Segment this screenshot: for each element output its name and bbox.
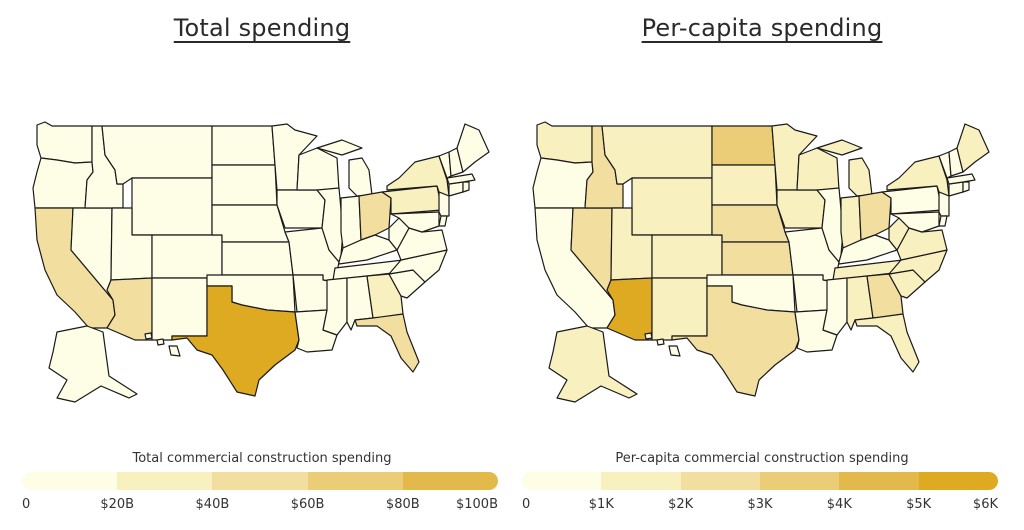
per-capita-legend-title: Per-capita commercial construction spend… [615, 451, 909, 466]
state-ia [776, 189, 826, 229]
state-wy [131, 177, 213, 236]
state-nm [151, 277, 208, 341]
legend-tick-label: $60B [290, 497, 325, 512]
state-ks [721, 241, 794, 276]
state-oh [858, 191, 892, 241]
legend-tick-label: $5K [906, 497, 932, 512]
state-sd [211, 164, 278, 206]
state-fl [354, 313, 420, 373]
legend-bin-0 [522, 472, 602, 490]
state-ia [276, 189, 326, 229]
legend-bin-0 [22, 472, 118, 490]
legend-tick-label: $4K [826, 497, 852, 512]
legend-bin-4 [839, 472, 919, 490]
state-tx [671, 285, 800, 397]
total-legend-bar [22, 472, 498, 490]
state-co [651, 234, 723, 279]
state-wa [536, 121, 593, 164]
total-legend-ticks: 0 $20B $40B $60B $80B $100B [22, 497, 498, 515]
state-ms [322, 277, 348, 336]
state-ny [386, 155, 450, 197]
state-or [532, 157, 594, 209]
state-ak [548, 325, 638, 403]
legend-bin-5 [918, 472, 998, 490]
per-capita-spending-panel: Per-capita spending Per-capita commercia… [512, 0, 1012, 530]
state-nj [938, 191, 950, 217]
legend-bin-3 [307, 472, 403, 490]
state-in [840, 195, 862, 249]
state-nd [211, 125, 276, 166]
state-ms [822, 277, 848, 336]
state-de [438, 215, 448, 227]
state-or [32, 157, 94, 209]
state-nj [438, 191, 450, 217]
legend-bin-2 [212, 472, 308, 490]
total-spending-panel: Total spending Total commercial construc… [12, 0, 512, 530]
state-ne [211, 204, 290, 243]
state-ri [462, 181, 470, 193]
state-tx [171, 285, 300, 397]
state-mt [601, 125, 713, 185]
legend-bin-2 [680, 472, 760, 490]
us-map-total [32, 121, 490, 403]
state-wi [796, 147, 840, 191]
state-wy [631, 177, 713, 236]
state-co [151, 234, 223, 279]
state-in [340, 195, 362, 249]
state-ny [886, 155, 950, 197]
legend-tick-label: $6K [972, 497, 998, 512]
state-ma [946, 173, 976, 185]
legend-bin-1 [117, 472, 213, 490]
legend-tick-label: $2K [668, 497, 694, 512]
legend-tick-label: $40B [195, 497, 230, 512]
state-de [938, 215, 948, 227]
state-wa [36, 121, 93, 164]
state-hi [644, 332, 681, 357]
legend-tick-label: $1K [588, 497, 614, 512]
state-oh [358, 191, 392, 241]
legend-bin-3 [759, 472, 840, 490]
per-capita-legend-ticks: 0 $1K $2K $3K $4K $5K $6K [522, 497, 998, 515]
legend-tick-label: 0 [22, 497, 31, 512]
per-capita-legend-bar [522, 472, 998, 490]
state-az [106, 277, 153, 341]
legend-tick-label: $20B [100, 497, 135, 512]
state-ri [962, 181, 970, 193]
state-me [956, 123, 990, 173]
legend-tick-label: $100B [455, 497, 498, 512]
state-sd [711, 164, 778, 206]
state-mt [101, 125, 213, 185]
total-legend-title: Total commercial construction spending [132, 451, 392, 466]
state-fl [854, 313, 920, 373]
legend-bin-1 [601, 472, 681, 490]
state-ma [446, 173, 476, 185]
legend-tick-label: 0 [522, 497, 531, 512]
state-wi [296, 147, 340, 191]
per-capita-spending-title: Per-capita spending [641, 14, 883, 42]
state-nm [651, 277, 708, 341]
state-az [606, 277, 653, 341]
total-spending-title: Total spending [173, 14, 351, 42]
us-map-per-capita [532, 121, 990, 403]
legend-tick-label: $3K [747, 497, 773, 512]
state-ak [48, 325, 138, 403]
state-hi [144, 332, 181, 357]
state-wv [388, 217, 410, 251]
legend-tick-label: $80B [385, 497, 420, 512]
state-wv [888, 217, 910, 251]
state-ks [221, 241, 294, 276]
state-nd [711, 125, 776, 166]
state-ne [711, 204, 790, 243]
legend-bin-4 [402, 472, 498, 490]
state-me [456, 123, 490, 173]
